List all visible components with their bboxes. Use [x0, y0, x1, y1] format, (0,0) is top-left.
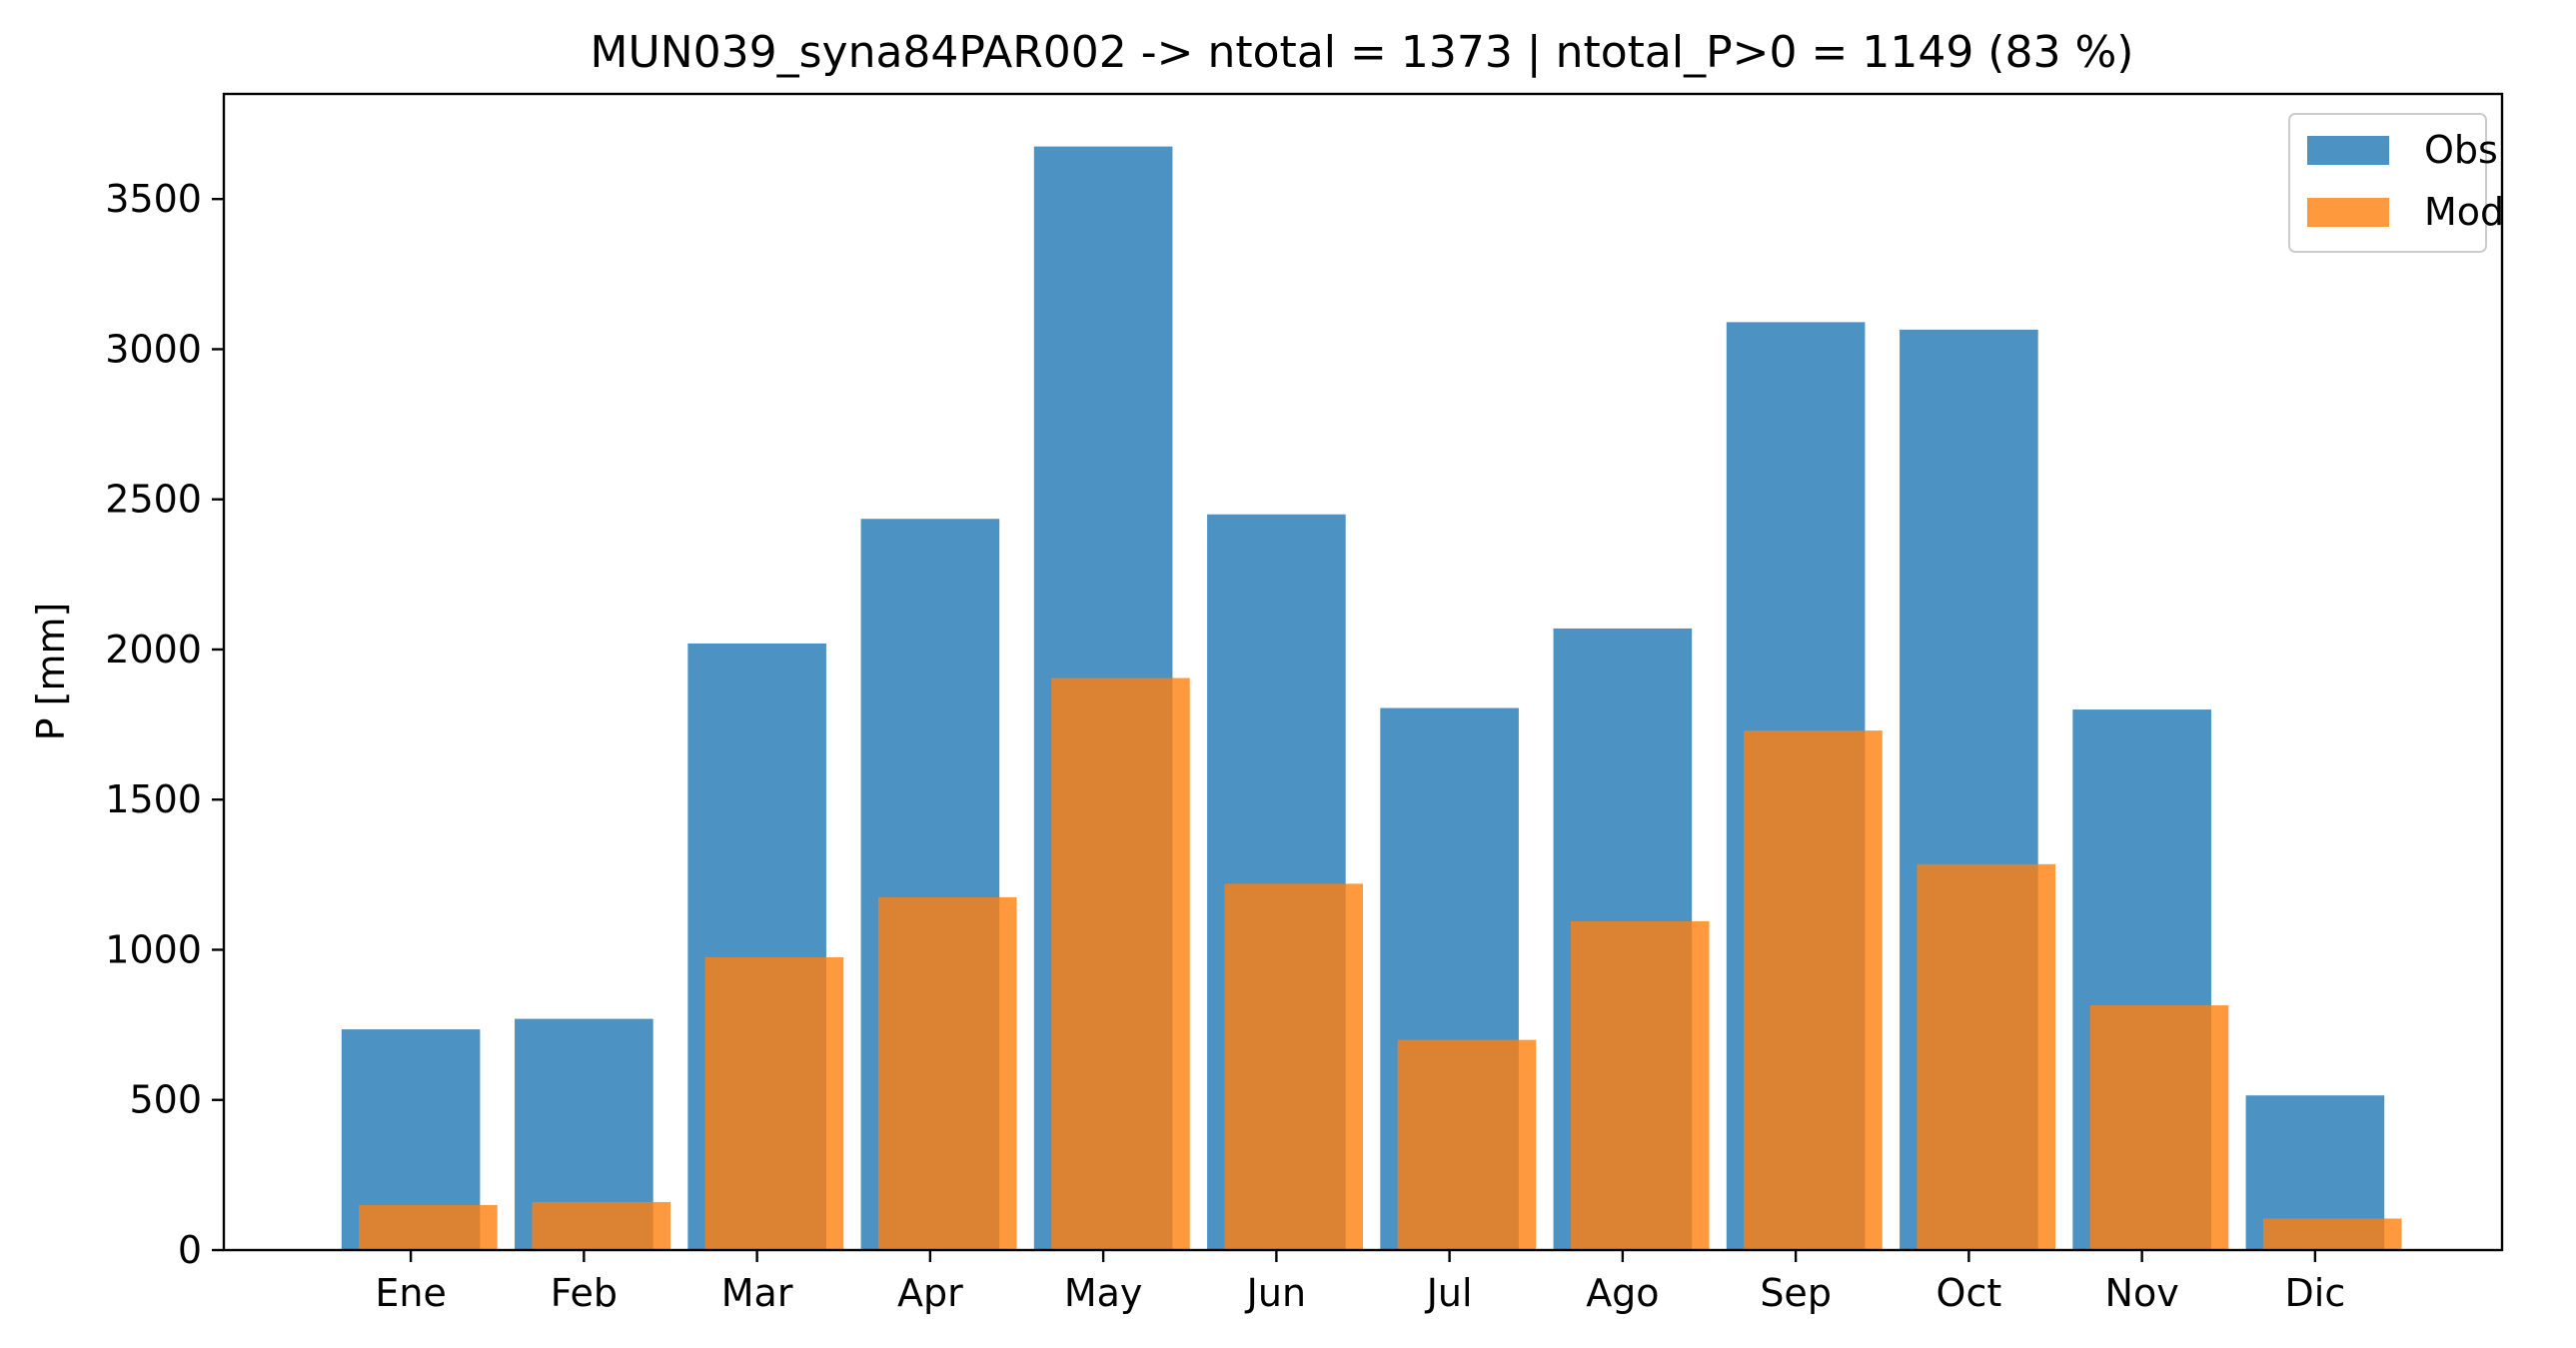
- bar-mod-mar: [704, 956, 844, 1250]
- x-tick-label-dic: Dic: [2285, 1271, 2346, 1315]
- y-tick-label: 3000: [105, 327, 202, 371]
- bar-mod-feb: [532, 1201, 670, 1250]
- x-tick-label-oct: Oct: [1936, 1271, 2002, 1315]
- legend: Obs Mod: [2288, 113, 2504, 253]
- bar-mod-ene: [359, 1204, 498, 1250]
- chart-title: MUN039_syna84PAR002 -> ntotal = 1373 | n…: [591, 27, 2134, 78]
- bar-mod-jul: [1397, 1039, 1537, 1250]
- bar-mod-apr: [877, 896, 1017, 1250]
- x-tick-label-ene: Ene: [375, 1271, 446, 1315]
- bar-mod-ago: [1570, 920, 1710, 1250]
- x-tick-label-jun: Jun: [1245, 1271, 1306, 1315]
- bar-mod-dic: [2262, 1218, 2402, 1250]
- bar-mod-nov: [2089, 1005, 2229, 1250]
- bar-mod-sep: [1744, 730, 1883, 1250]
- x-tick-label-jul: Jul: [1425, 1271, 1473, 1315]
- x-tick-label-mar: Mar: [721, 1271, 793, 1315]
- bar-mod-oct: [1917, 863, 2056, 1250]
- y-tick-label: 1000: [105, 927, 202, 971]
- y-tick-label: 3500: [105, 177, 202, 221]
- x-tick-label-may: May: [1064, 1271, 1143, 1315]
- plot-frame: [222, 92, 2504, 1252]
- y-tick-label: 1500: [105, 777, 202, 821]
- bar-mod-may: [1051, 677, 1190, 1250]
- legend-swatch-obs: [2307, 136, 2389, 165]
- legend-swatch-mod: [2307, 198, 2389, 227]
- x-tick-label-ago: Ago: [1586, 1271, 1659, 1315]
- legend-label-obs: Obs: [2424, 128, 2498, 172]
- bars-layer: [341, 146, 2402, 1251]
- y-tick-label: 0: [178, 1228, 202, 1272]
- y-axis-label: P [mm]: [29, 603, 73, 741]
- bar-mod-jun: [1224, 883, 1363, 1250]
- y-tick-label: 2000: [105, 628, 202, 672]
- y-tick-label: 500: [129, 1078, 202, 1122]
- y-tick-label: 2500: [105, 478, 202, 522]
- x-tick-label-sep: Sep: [1760, 1271, 1832, 1315]
- x-tick-label-nov: Nov: [2105, 1271, 2179, 1315]
- legend-label-mod: Mod: [2424, 190, 2504, 234]
- x-tick-label-apr: Apr: [897, 1271, 963, 1315]
- x-tick-label-feb: Feb: [551, 1271, 618, 1315]
- ticks-layer: 0 500 1000 1500 2000 2500 3000 3500 Ene Feb Mar Apr…: [105, 177, 2345, 1315]
